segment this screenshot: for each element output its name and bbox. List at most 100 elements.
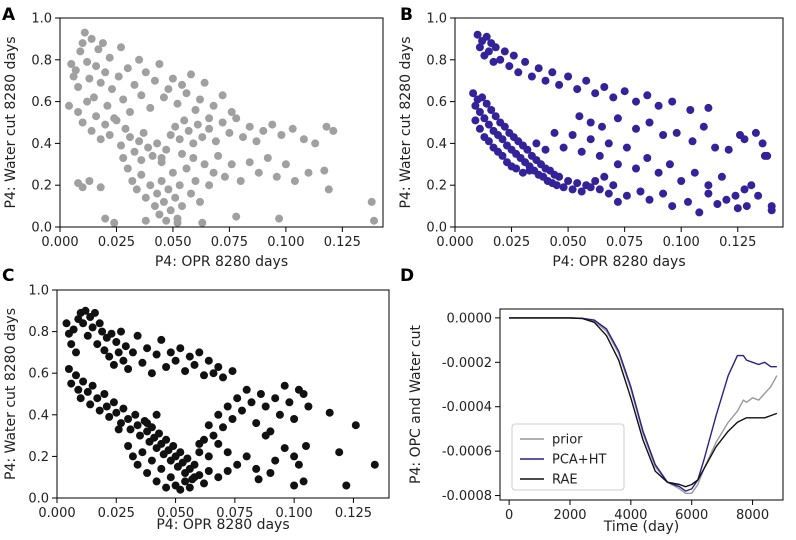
data-point [281,160,290,169]
data-point [351,421,360,430]
data-point [198,133,207,142]
data-point [121,342,130,351]
data-point [83,387,92,396]
data-point [114,425,123,434]
data-point [555,172,564,181]
data-point [311,139,320,148]
data-point [613,197,622,206]
data-point [259,126,268,135]
data-point [733,204,742,213]
data-point [704,103,713,112]
data-point [131,410,140,419]
data-point [76,47,85,56]
data-point [88,381,97,390]
data-point [591,177,600,185]
data-point [141,68,150,77]
data-point [133,331,142,340]
panel-letter: A [2,5,16,25]
data-point [713,200,722,208]
data-point [252,419,261,428]
data-point [370,460,379,469]
data-point [600,172,609,181]
data-point [176,344,185,353]
data-point [271,394,280,403]
data-point [684,197,692,206]
data-point [586,183,595,192]
data-point [147,369,156,378]
data-point [137,170,146,179]
y-tick-label: 1.0 [28,284,49,299]
data-point [220,172,229,181]
data-point [525,166,534,175]
y-tick-label: -0.0002 [442,356,492,371]
data-point [717,172,726,181]
data-point [266,469,275,477]
data-point [277,131,286,139]
data-point [184,126,193,135]
data-point [245,122,254,131]
data-point [498,151,507,160]
data-point [223,467,232,475]
data-point [482,32,491,41]
data-point [79,319,88,328]
data-point [143,344,152,353]
data-point [137,156,146,165]
data-point [123,164,132,173]
data-point [711,143,720,152]
data-point [189,139,198,148]
data-point [173,99,182,108]
data-point [155,60,164,68]
data-point [654,168,663,177]
data-point [304,168,313,177]
data-point [751,128,760,137]
data-point [200,160,209,169]
data-point [204,452,213,461]
data-point [252,137,261,146]
data-point [185,352,194,361]
x-tick-label: 0.025 [493,235,530,250]
axes-frame [56,289,390,499]
y-tick-label: 0.6 [31,95,52,110]
data-point [480,114,489,123]
data-point [475,124,484,133]
data-point [767,206,776,215]
data-point [119,356,128,365]
data-point [190,460,199,469]
data-point [110,218,119,227]
data-point [74,83,83,91]
data-point [573,179,582,188]
x-tick-label: 0.125 [335,506,372,521]
data-point [191,177,200,185]
data-point [754,191,763,200]
data-point [83,97,92,106]
data-point [124,415,133,423]
data-point [64,365,73,373]
data-point [132,185,141,194]
data-point [271,456,280,465]
data-point [740,185,749,194]
data-point [280,444,289,453]
data-point [81,306,90,315]
data-point [171,122,180,131]
data-point [138,358,147,367]
data-point [92,112,101,121]
data-point [541,145,550,154]
data-point [471,116,480,125]
data-point [205,114,214,123]
data-point [304,402,313,411]
x-tick-label: 0.075 [211,235,248,250]
data-point [668,202,677,211]
data-point [95,319,104,328]
data-point [204,421,213,430]
data-point [124,442,133,450]
data-point [62,319,71,328]
data-point [290,177,299,185]
data-point [505,62,514,71]
data-point [672,128,681,137]
data-point [742,202,751,211]
data-point [471,101,480,110]
data-point [67,379,76,388]
x-tick-label: 0.000 [38,506,75,521]
data-point [320,166,329,175]
